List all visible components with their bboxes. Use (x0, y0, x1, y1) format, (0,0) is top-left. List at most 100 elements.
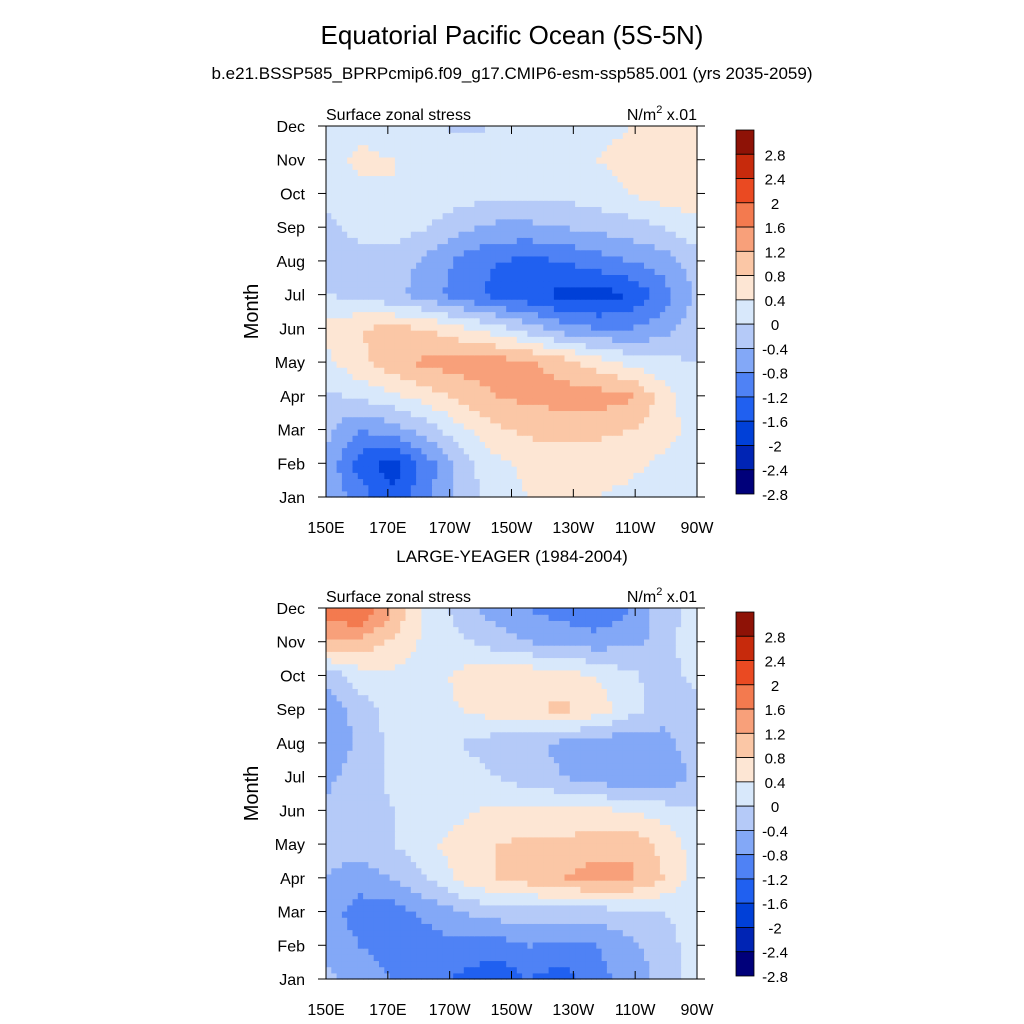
heatmap-cell (670, 243, 677, 251)
heatmap-cell (569, 935, 576, 943)
heatmap-cell (469, 367, 475, 374)
colorbar-swatch (735, 323, 755, 349)
heatmap-cell (548, 274, 555, 282)
figure-subtitle: b.e21.BSSP585_BPRPcmip6.f09_g17.CMIP6-es… (211, 64, 813, 83)
heatmap-cell (506, 212, 513, 220)
heatmap-cell (405, 954, 412, 962)
heatmap-cell (516, 138, 523, 146)
heatmap-cell (569, 923, 576, 931)
heatmap-cell (675, 385, 682, 393)
heatmap-cell (691, 187, 698, 195)
heatmap-cell (532, 212, 539, 220)
heatmap-cell (336, 330, 343, 337)
heatmap-cell (331, 354, 338, 362)
heatmap-cell (458, 966, 465, 974)
heatmap-cell (469, 187, 475, 195)
heatmap-cell (649, 156, 656, 164)
heatmap-cell (596, 954, 603, 962)
heatmap-cell (490, 929, 497, 937)
heatmap-cell (442, 367, 449, 374)
heatmap-cell (628, 923, 634, 931)
heatmap-cell (432, 194, 438, 201)
heatmap-cell (416, 435, 422, 442)
heatmap-cell (543, 373, 550, 381)
heatmap-cell (601, 478, 608, 486)
heatmap-cell (538, 441, 544, 449)
heatmap-cell (357, 126, 364, 133)
heatmap-cell (564, 187, 571, 195)
heatmap-cell (686, 132, 693, 139)
heatmap-cell (485, 960, 491, 968)
heatmap-cell (686, 218, 693, 226)
heatmap-cell (686, 935, 693, 943)
heatmap-cell (522, 150, 528, 158)
heatmap-cell (506, 410, 513, 418)
heatmap-cell (691, 212, 698, 220)
heatmap-cell (622, 960, 629, 968)
heatmap-cell (638, 194, 645, 201)
figure-title: Equatorial Pacific Ocean (5S-5N) (320, 20, 704, 50)
heatmap-cell (331, 132, 338, 139)
heatmap-cell (511, 379, 518, 387)
heatmap-cell (416, 194, 422, 201)
heatmap-cell (426, 428, 433, 436)
heatmap-cell (686, 323, 693, 331)
heatmap-cell (686, 169, 693, 177)
heatmap-cell (548, 447, 555, 455)
heatmap-cell (442, 410, 449, 418)
heatmap-cell (416, 206, 422, 214)
colorbar-label: -1.6 (762, 414, 788, 431)
heatmap-cell (389, 274, 396, 282)
heatmap-cell (357, 410, 364, 418)
heatmap-cell (575, 354, 581, 362)
heatmap-cell (474, 311, 481, 319)
heatmap-cell (633, 243, 640, 251)
heatmap-cell (352, 367, 359, 374)
heatmap-cell (479, 194, 486, 201)
heatmap-cell (474, 422, 481, 430)
heatmap-cell (400, 447, 407, 455)
heatmap-cell (633, 156, 640, 164)
heatmap-cell (681, 478, 687, 486)
heatmap-cell (379, 466, 385, 473)
heatmap-cell (633, 249, 640, 257)
heatmap-cell (384, 360, 391, 368)
heatmap-cell (490, 348, 497, 356)
heatmap-cell (506, 441, 513, 449)
heatmap-cell (638, 132, 645, 139)
heatmap-cell (506, 280, 513, 288)
heatmap-cell (416, 453, 422, 461)
heatmap-cell (357, 935, 364, 943)
heatmap-cell (506, 428, 513, 436)
heatmap-cell (432, 391, 438, 399)
heatmap-cell (585, 447, 592, 455)
heatmap-cell (564, 447, 571, 455)
heatmap-cell (638, 490, 645, 498)
heatmap-cell (447, 441, 454, 449)
heatmap-cell (686, 206, 693, 214)
heatmap-cell (479, 255, 486, 263)
heatmap-cell (400, 181, 407, 189)
heatmap-cell (511, 206, 518, 214)
heatmap-cell (453, 373, 460, 381)
heatmap-cell (675, 459, 682, 467)
heatmap-cell (442, 144, 449, 152)
heatmap-cell (628, 466, 634, 473)
heatmap-cell (659, 336, 666, 344)
heatmap-cell (400, 416, 407, 424)
heatmap-cell (500, 410, 507, 418)
heatmap-cell (352, 954, 359, 962)
heatmap-cell (617, 336, 624, 344)
heatmap-cell (612, 126, 619, 133)
heatmap-cell (596, 156, 603, 164)
heatmap-cell (665, 156, 672, 164)
heatmap-cell (458, 354, 465, 362)
heatmap-cell (553, 441, 560, 449)
heatmap-cell (681, 972, 687, 980)
heatmap-cell (675, 960, 682, 968)
heatmap-cell (341, 941, 348, 949)
heatmap-cell (384, 379, 391, 387)
heatmap-cell (432, 398, 438, 405)
heatmap-cell (659, 404, 666, 412)
heatmap-cell (336, 404, 343, 412)
